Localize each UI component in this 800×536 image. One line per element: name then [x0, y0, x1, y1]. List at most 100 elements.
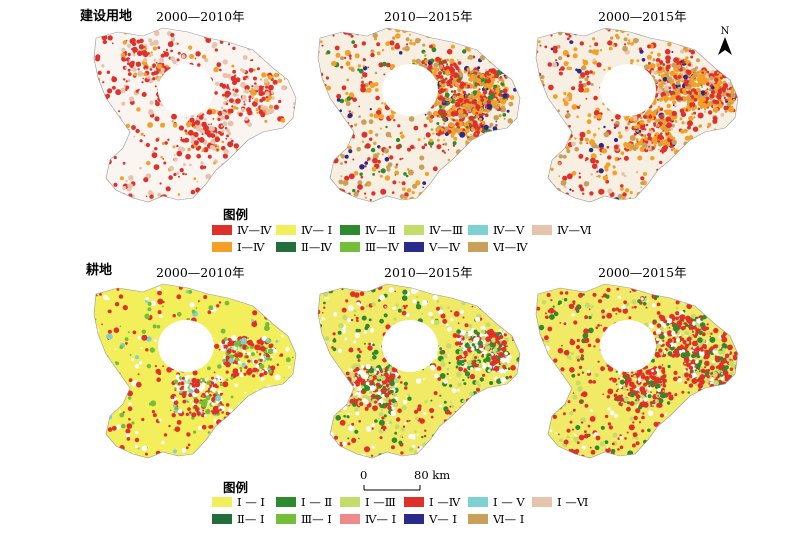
map-patch: [513, 200, 517, 202]
map-patch: [342, 179, 349, 186]
map-patch: [97, 373, 99, 376]
map-patch: [505, 367, 507, 370]
map-patch: [144, 47, 148, 51]
map-patch: [468, 150, 471, 153]
map-patch: [330, 409, 335, 413]
map-patch: [88, 117, 90, 121]
map-patch: [665, 55, 671, 61]
map-patch: [438, 61, 442, 64]
map-patch: [429, 138, 433, 143]
map-patch: [211, 44, 216, 49]
map-patch: [244, 83, 247, 86]
map-patch: [436, 101, 441, 106]
map-patch: [276, 192, 281, 197]
map-patch: [227, 43, 231, 46]
map-patch: [421, 278, 425, 282]
map-patch: [615, 33, 619, 38]
map-patch: [158, 418, 162, 422]
map-patch: [94, 452, 96, 456]
map-patch: [657, 105, 661, 109]
map-patch: [506, 109, 510, 113]
map-patch: [725, 163, 727, 166]
map-patch: [204, 452, 208, 456]
map-patch: [728, 68, 734, 74]
map-patch: [668, 190, 674, 196]
map-patch: [415, 180, 421, 186]
map-patch: [630, 59, 634, 63]
map-patch: [501, 79, 505, 83]
map-patch: [656, 63, 661, 68]
map-patch: [321, 28, 327, 32]
map-patch: [555, 131, 558, 134]
map-patch: [283, 376, 286, 379]
map-patch: [402, 187, 406, 191]
map-patch: [140, 28, 143, 31]
map-patch: [452, 79, 457, 83]
map-patch: [637, 141, 642, 146]
map-patch: [468, 95, 470, 98]
map-patch: [421, 145, 426, 150]
map-patch: [544, 189, 547, 192]
map-patch: [402, 400, 408, 405]
map-patch: [119, 345, 124, 349]
map-patch: [508, 101, 514, 107]
map-patch: [127, 79, 131, 83]
map-patch: [443, 400, 447, 404]
map-patch: [513, 137, 520, 144]
map-patch: [199, 128, 205, 134]
map-patch: [215, 405, 219, 410]
map-patch: [372, 173, 375, 176]
map-patch: [126, 437, 131, 441]
map-patch: [727, 89, 731, 94]
map-patch: [141, 445, 148, 452]
map-patch: [668, 134, 673, 138]
map-patch: [718, 156, 722, 159]
map-patch: [388, 155, 390, 158]
map-patch: [135, 31, 138, 33]
map-patch: [444, 142, 448, 146]
map-patch: [283, 41, 288, 46]
map-patch: [143, 144, 146, 147]
map-patch: [471, 110, 476, 115]
map-patch: [262, 28, 268, 31]
map-patch: [402, 47, 406, 51]
map-patch: [394, 290, 396, 293]
map-patch: [136, 381, 142, 388]
map-patch: [393, 322, 395, 325]
map-patch: [566, 173, 573, 180]
map-patch: [450, 310, 453, 313]
map-patch: [231, 39, 233, 42]
map-patch: [98, 191, 101, 194]
map-patch: [449, 376, 452, 379]
map-patch: [240, 68, 244, 72]
map-patch: [489, 298, 494, 303]
map-patch: [370, 49, 375, 54]
map-patch: [650, 156, 655, 161]
map-patch: [648, 33, 651, 36]
map-patch: [135, 61, 142, 67]
map-patch: [679, 97, 684, 101]
map-patch: [331, 111, 337, 118]
map-patch: [703, 69, 705, 71]
map-patch: [442, 192, 445, 195]
map-patch: [392, 36, 396, 40]
map-patch: [478, 88, 481, 91]
map-patch: [315, 100, 317, 102]
map-patch: [149, 20, 153, 23]
map-patch: [227, 341, 233, 347]
map-patch: [193, 404, 198, 410]
map-patch: [479, 125, 482, 128]
map-patch: [462, 379, 465, 382]
map-patch: [378, 113, 384, 120]
map-patch: [290, 448, 294, 452]
map-patch: [424, 113, 427, 116]
map-patch: [127, 331, 130, 334]
map-patch: [479, 154, 484, 159]
map-patch: [240, 441, 246, 447]
map-patch: [665, 64, 671, 70]
map-patch: [370, 454, 374, 457]
map-patch: [216, 148, 219, 151]
map-patch: [263, 353, 266, 357]
map-patch: [354, 314, 356, 316]
map-patch: [642, 196, 645, 198]
